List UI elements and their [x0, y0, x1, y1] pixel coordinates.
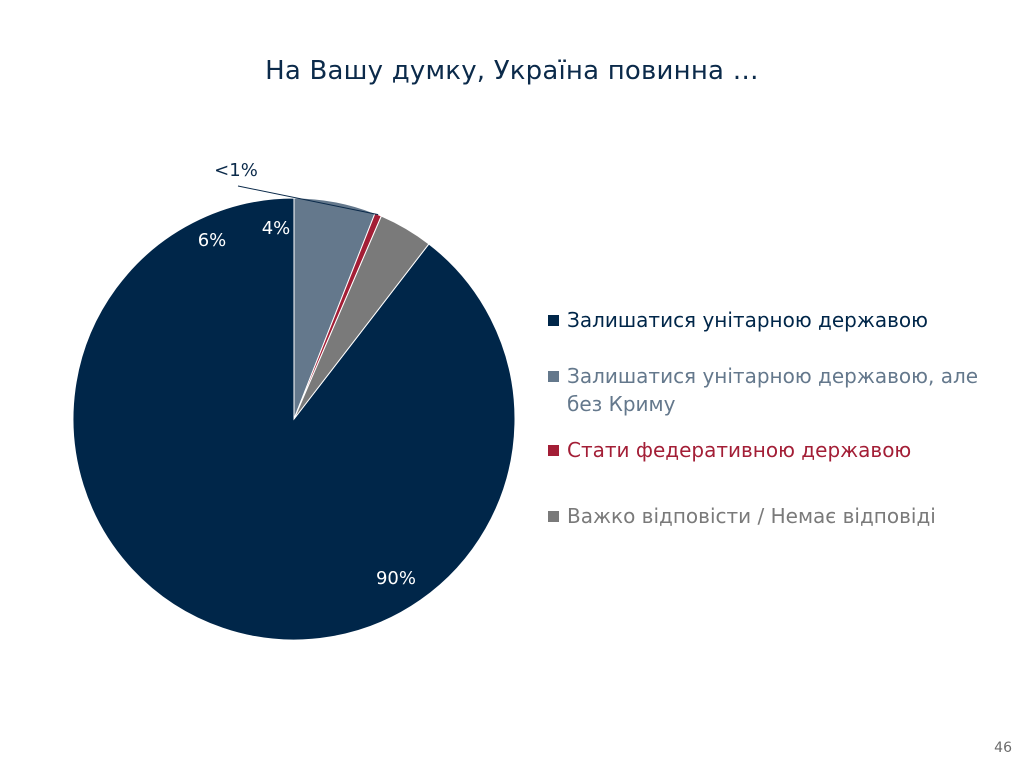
page-number: 46 [994, 740, 1012, 756]
data-label: 4% [262, 218, 291, 239]
legend-item: Стати федеративною державою [548, 436, 988, 464]
legend-swatch [548, 371, 559, 382]
data-label: 90% [376, 568, 416, 589]
pie-slice [293, 215, 430, 420]
legend-label: Стати федеративною державою [567, 438, 912, 462]
chart-title: На Вашу думку, Україна повинна … [265, 56, 759, 86]
legend-label: Залишатися унітарною державою, але без К… [567, 364, 979, 416]
legend-label: Важко відповісти / Немає відповіді [567, 504, 936, 528]
legend-label: Залишатися унітарною державою [567, 308, 928, 332]
callout-line [237, 185, 379, 216]
legend-item: Залишатися унітарною державою, але без К… [548, 362, 988, 418]
legend-item: Залишатися унітарною державою [548, 306, 988, 334]
legend-swatch [548, 511, 559, 522]
chart-legend: Залишатися унітарною державою Залишатися … [548, 306, 988, 530]
legend-item: Важко відповісти / Немає відповіді [548, 502, 988, 530]
legend-swatch [548, 445, 559, 456]
data-label: 6% [198, 230, 227, 251]
data-label: <1% [214, 160, 258, 181]
legend-swatch [548, 315, 559, 326]
